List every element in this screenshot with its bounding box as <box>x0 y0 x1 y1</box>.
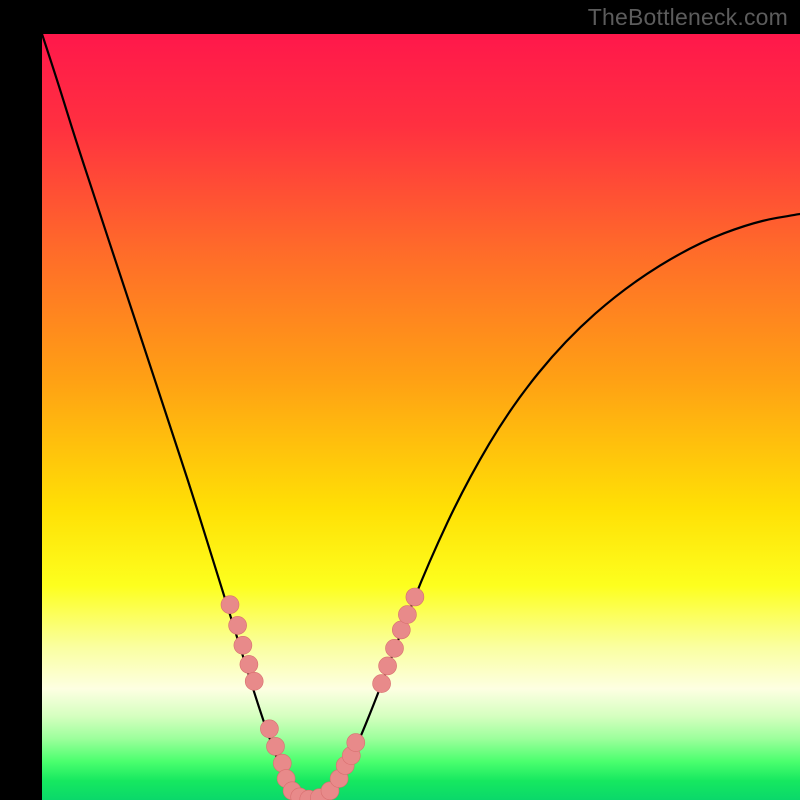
plot-area <box>42 34 800 800</box>
data-point <box>221 596 239 614</box>
data-point <box>379 657 397 675</box>
gradient-background <box>42 34 800 800</box>
watermark-text: TheBottleneck.com <box>588 4 788 31</box>
data-point <box>406 588 424 606</box>
data-point <box>229 616 247 634</box>
data-point <box>240 655 258 673</box>
data-point <box>260 720 278 738</box>
data-point <box>398 606 416 624</box>
data-point <box>267 737 285 755</box>
data-point <box>234 636 252 654</box>
data-point <box>386 639 404 657</box>
data-point <box>347 734 365 752</box>
plot-svg <box>42 34 800 800</box>
chart-canvas: TheBottleneck.com <box>0 0 800 800</box>
data-point <box>273 754 291 772</box>
data-point <box>245 672 263 690</box>
data-point <box>373 675 391 693</box>
